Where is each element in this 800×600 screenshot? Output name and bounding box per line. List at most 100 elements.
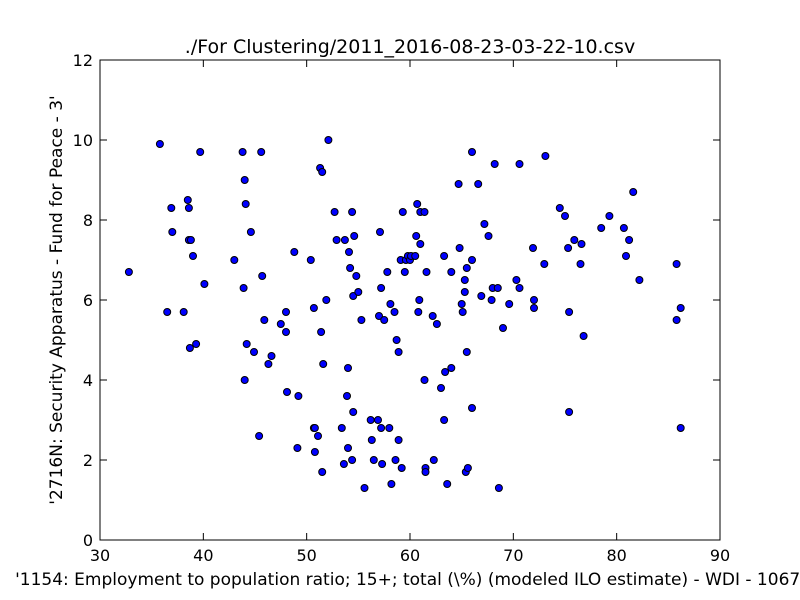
- scatter-point: [493, 284, 502, 292]
- scatter-point: [530, 304, 538, 312]
- scatter-point: [447, 364, 456, 372]
- scatter-point: [394, 348, 403, 356]
- scatter-point: [310, 424, 319, 432]
- scatter-point: [260, 316, 269, 324]
- scatter-point: [348, 208, 357, 216]
- x-axis-label: '1154: Employment to population ratio; 1…: [15, 570, 800, 590]
- scatter-point: [293, 444, 302, 452]
- scatter-point: [369, 456, 378, 464]
- y-tick-label: 2: [83, 451, 93, 470]
- scatter-point: [565, 308, 574, 316]
- scatter-point: [458, 308, 467, 316]
- scatter-point: [240, 176, 249, 184]
- scatter-point: [366, 416, 375, 424]
- scatter-point: [378, 460, 387, 468]
- scatter-point: [346, 264, 355, 272]
- scatter-point: [672, 260, 681, 268]
- scatter-point: [454, 180, 463, 188]
- scatter-point: [515, 160, 524, 168]
- scatter-point: [350, 232, 359, 240]
- scatter-point: [576, 260, 585, 268]
- scatter-point: [383, 268, 392, 276]
- scatter-point: [421, 468, 430, 476]
- scatter-point: [258, 272, 267, 280]
- scatter-point: [339, 460, 348, 468]
- scatter-point: [374, 416, 382, 424]
- scatter-point: [357, 316, 366, 324]
- scatter-point: [200, 280, 209, 288]
- scatter-point: [468, 148, 476, 156]
- scatter-point: [619, 224, 628, 232]
- scatter-point: [484, 232, 493, 240]
- scatter-point: [318, 468, 327, 476]
- x-tick-label: 50: [296, 546, 316, 565]
- scatter-point: [505, 300, 514, 308]
- scatter-point: [391, 456, 400, 464]
- scatter-point: [246, 228, 255, 236]
- x-tick-label: 30: [90, 546, 110, 565]
- scatter-point: [163, 308, 172, 316]
- scatter-point: [318, 168, 327, 176]
- scatter-point: [306, 256, 315, 264]
- y-tick-label: 6: [83, 291, 93, 310]
- scatter-point: [555, 204, 564, 212]
- scatter-point: [540, 260, 549, 268]
- scatter-point: [380, 316, 389, 324]
- scatter-point: [499, 324, 507, 332]
- scatter-point: [230, 256, 239, 264]
- x-tick-label: 70: [503, 546, 523, 565]
- scatter-point: [457, 300, 466, 308]
- scatter-point: [309, 304, 318, 312]
- scatter-point: [324, 136, 333, 144]
- scatter-point: [344, 444, 352, 452]
- x-tick-label: 80: [606, 546, 626, 565]
- scatter-point: [179, 308, 188, 316]
- scatter-point: [432, 320, 441, 328]
- scatter-point: [515, 284, 524, 292]
- scatter-point: [168, 228, 177, 236]
- scatter-point: [343, 392, 351, 400]
- scatter-point: [360, 484, 369, 492]
- scatter-point: [375, 312, 383, 320]
- scatter-point: [460, 276, 469, 284]
- scatter-point: [411, 252, 420, 260]
- scatter-point: [541, 152, 550, 160]
- scatter-point: [241, 200, 250, 208]
- scatter-point: [529, 244, 537, 252]
- scatter-point: [394, 436, 403, 444]
- scatter-point: [290, 248, 299, 256]
- scatter-point: [570, 236, 579, 244]
- scatter-point: [267, 352, 276, 360]
- scatter-point: [124, 268, 133, 276]
- scatter-point: [490, 160, 499, 168]
- scatter-point: [282, 328, 290, 336]
- scatter-point: [322, 296, 331, 304]
- scatter-point: [238, 148, 247, 156]
- scatter-point: [672, 316, 681, 324]
- scatter-point: [463, 464, 472, 472]
- scatter-point: [390, 308, 399, 316]
- scatter-point: [330, 208, 339, 216]
- scatter-point: [635, 276, 644, 284]
- scatter-point: [196, 148, 205, 156]
- scatter-point: [530, 296, 538, 304]
- scatter-point: [367, 436, 376, 444]
- points-layer: [124, 136, 685, 492]
- scatter-point: [385, 424, 394, 432]
- y-tick-label: 0: [83, 531, 93, 550]
- scatter-point: [468, 256, 476, 264]
- scatter-point: [344, 364, 352, 372]
- scatter-point: [468, 404, 476, 412]
- scatter-point: [276, 320, 285, 328]
- scatter-point: [413, 200, 422, 208]
- scatter-point: [455, 244, 464, 252]
- scatter-point: [447, 268, 456, 276]
- scatter-point: [480, 220, 489, 228]
- scatter-point: [460, 288, 469, 296]
- scatter-point: [474, 180, 483, 188]
- scatter-point: [348, 456, 357, 464]
- scatter-point: [184, 204, 193, 212]
- scatter-point: [622, 252, 630, 260]
- scatter-point: [240, 376, 249, 384]
